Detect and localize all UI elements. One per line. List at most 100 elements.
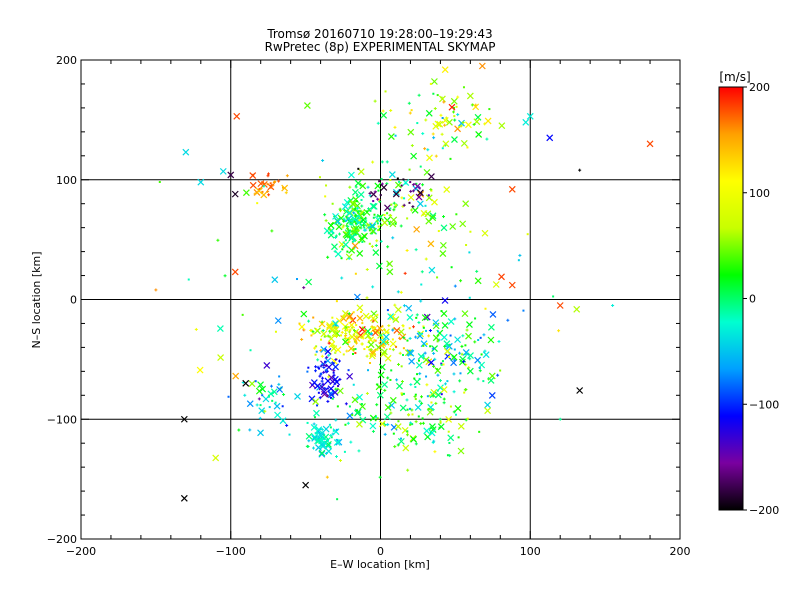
- data-point-x: [359, 416, 367, 424]
- data-point-dot: [353, 218, 356, 221]
- data-point-x: [430, 388, 438, 396]
- data-point-plus: [459, 279, 463, 283]
- data-point-x: [180, 415, 188, 423]
- data-point-dot: [360, 310, 363, 313]
- data-point-plus: [386, 245, 390, 249]
- chart-subtitle: RwPretec (8p) EXPERIMENTAL SKYMAP: [265, 40, 496, 54]
- data-point-x: [401, 426, 409, 434]
- data-point-dot: [298, 322, 301, 325]
- data-point-dot: [380, 177, 383, 180]
- data-point-dot: [376, 313, 379, 316]
- data-point-x: [443, 186, 451, 194]
- data-point-plus: [350, 223, 354, 227]
- data-point-dot: [367, 369, 370, 372]
- data-point-x: [357, 191, 365, 199]
- data-point-x: [381, 219, 389, 227]
- data-point-plus: [365, 354, 369, 358]
- data-point-plus: [426, 148, 430, 152]
- data-point-plus: [405, 398, 409, 402]
- data-point-plus: [475, 269, 479, 273]
- data-point-x: [312, 398, 320, 406]
- plot-area: −200 −100 0 100 200 200 100 0 −100 −200: [47, 54, 691, 558]
- data-point-plus: [353, 214, 357, 218]
- data-point-x: [460, 139, 468, 147]
- chart-title: Tromsø 20160710 19:28:00–19:29:43: [266, 27, 492, 41]
- data-point-x: [356, 393, 364, 401]
- data-point-x: [359, 403, 366, 410]
- data-point-dot: [401, 393, 404, 396]
- data-point-x: [348, 233, 356, 240]
- data-point-plus: [321, 362, 325, 366]
- data-point-x: [387, 313, 395, 320]
- data-point-x: [389, 220, 397, 228]
- data-point-plus: [338, 359, 342, 363]
- data-point-dot: [478, 430, 481, 433]
- data-point-x: [281, 184, 289, 192]
- data-point-dot: [468, 296, 471, 299]
- data-point-dot: [416, 122, 419, 125]
- data-point-plus: [482, 333, 486, 337]
- data-point-plus: [443, 344, 447, 348]
- data-point-plus: [391, 236, 395, 240]
- data-point-dot: [414, 385, 417, 388]
- data-point-x: [279, 417, 287, 425]
- data-point-x: [396, 382, 403, 390]
- data-point-x: [467, 352, 474, 359]
- data-point-x: [422, 356, 430, 364]
- data-point-x: [377, 371, 385, 379]
- x-tick-label: 0: [377, 545, 384, 558]
- data-point-dot: [449, 157, 452, 160]
- data-point-x: [325, 447, 333, 455]
- data-point-x: [353, 334, 361, 342]
- data-point-plus: [348, 222, 352, 226]
- data-point-plus: [338, 458, 342, 462]
- data-point-x: [421, 314, 429, 322]
- data-point-x: [327, 227, 335, 235]
- data-point-x: [356, 314, 364, 322]
- data-point-plus: [334, 418, 338, 422]
- data-point-plus: [258, 416, 262, 420]
- data-point-plus: [328, 228, 332, 232]
- data-point-dot: [312, 316, 315, 319]
- colorbar-tick-label: 0: [749, 293, 756, 306]
- data-point-plus: [344, 327, 348, 331]
- data-point-x: [454, 336, 462, 344]
- data-point-dot: [406, 408, 409, 411]
- data-point-dot: [331, 202, 334, 205]
- data-point-plus: [463, 388, 467, 392]
- data-point-dot: [455, 213, 458, 216]
- data-point-plus: [355, 206, 359, 210]
- colorbar: [m/s] 200 100 0 −100 −200: [718, 70, 779, 517]
- data-point-plus: [448, 454, 452, 458]
- data-point-dot: [409, 181, 412, 184]
- data-point-dot: [388, 222, 391, 225]
- data-point-plus: [418, 399, 422, 403]
- data-point-dot: [312, 332, 315, 335]
- data-point-plus: [266, 174, 270, 178]
- colorbar-tick-label: 100: [749, 187, 770, 200]
- data-point-plus: [332, 344, 336, 348]
- data-point-plus: [320, 379, 324, 383]
- data-point-plus: [321, 376, 325, 380]
- data-point-x: [402, 444, 410, 452]
- data-point-dot: [370, 232, 373, 235]
- data-point-x: [388, 401, 396, 409]
- data-point-dot: [414, 398, 417, 401]
- data-point-plus: [334, 358, 338, 362]
- data-point-dot: [352, 383, 355, 386]
- data-point-x: [274, 411, 281, 419]
- y-axis-ticks: 200 100 0 −100 −200: [47, 54, 680, 546]
- data-point-plus: [357, 449, 361, 453]
- data-point-dot: [384, 90, 387, 93]
- data-point-dot: [389, 207, 392, 210]
- data-point-dot: [426, 395, 429, 398]
- data-point-plus: [418, 372, 422, 376]
- data-point-dot: [479, 336, 482, 339]
- data-point-x: [330, 345, 338, 352]
- data-point-x: [434, 367, 442, 374]
- data-point-plus: [470, 103, 474, 107]
- data-point-x: [353, 202, 361, 210]
- data-point-dot: [449, 334, 452, 337]
- data-point-plus: [373, 190, 377, 194]
- data-point-x: [423, 427, 431, 435]
